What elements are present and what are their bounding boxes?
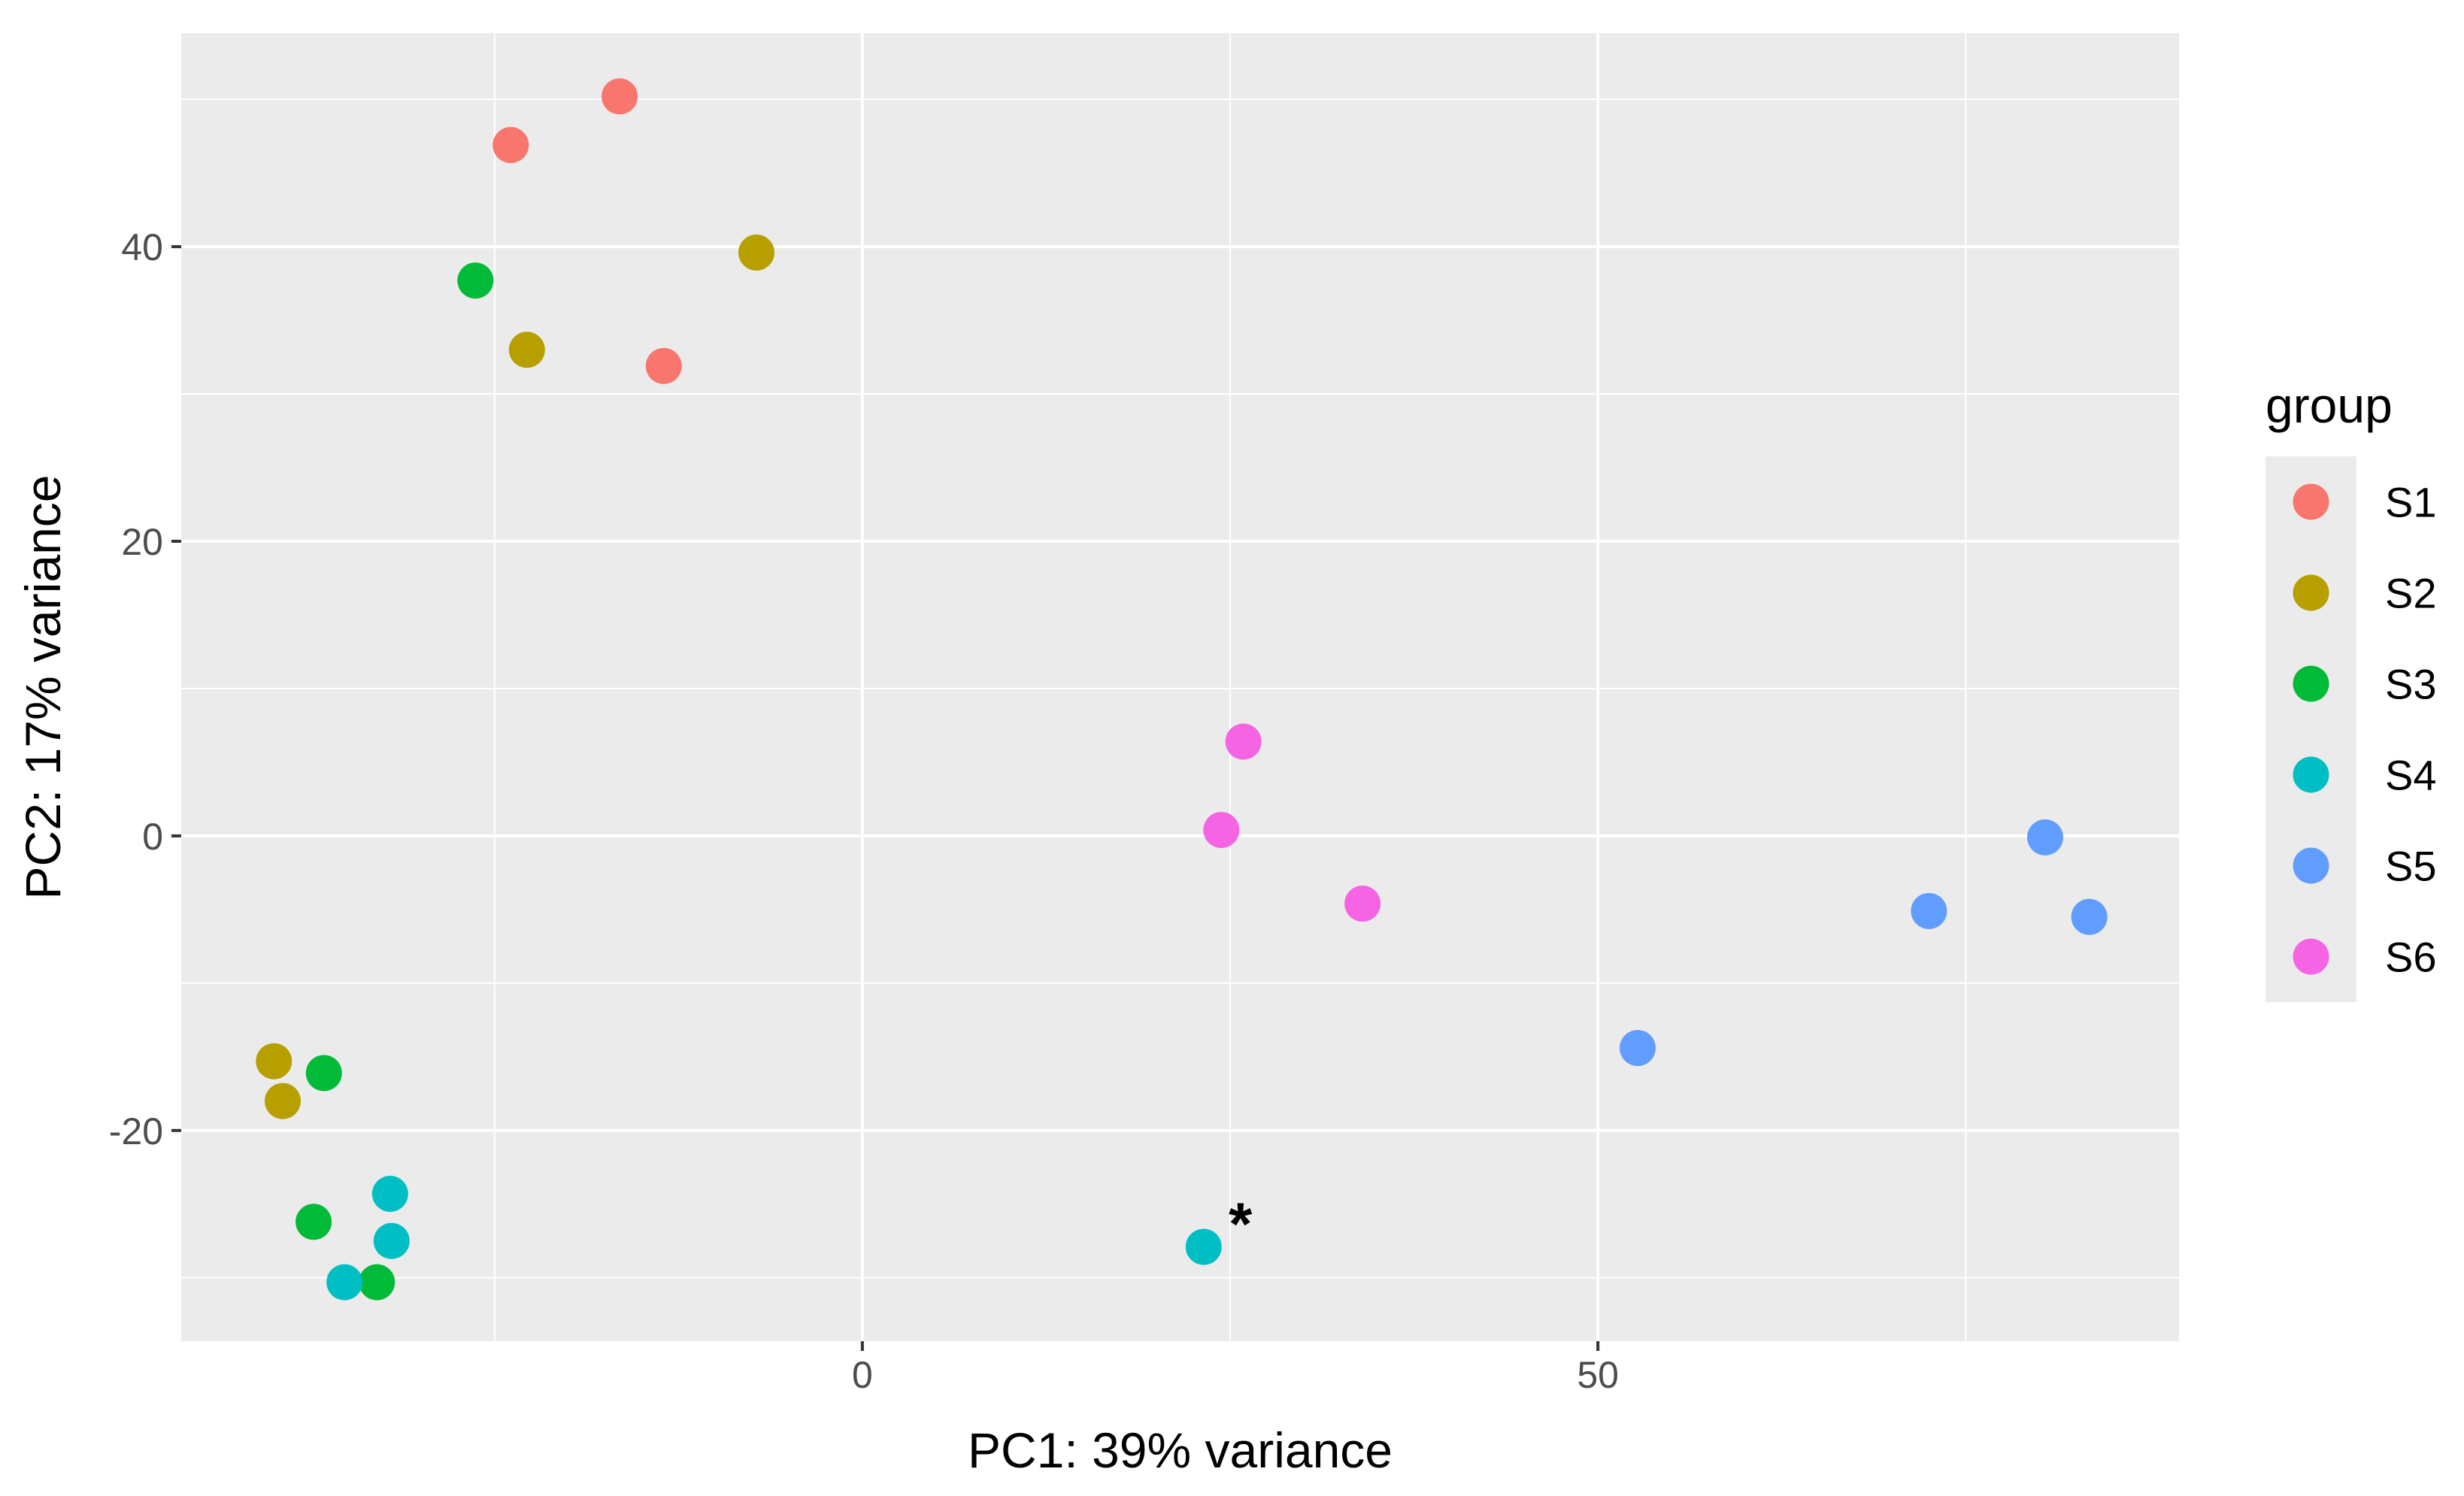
y-tick-label: -20 bbox=[109, 1110, 163, 1152]
legend-key-s2 bbox=[2293, 574, 2329, 611]
data-points bbox=[256, 78, 2108, 1301]
legend-key-s3 bbox=[2293, 665, 2329, 702]
grid-minor-lines bbox=[181, 33, 2179, 1341]
legend-label-s5: S5 bbox=[2385, 843, 2437, 890]
legend-label-s3: S3 bbox=[2385, 661, 2437, 708]
data-point-s2 bbox=[265, 1083, 302, 1119]
data-point-s5 bbox=[2071, 898, 2108, 935]
legend-key-s5 bbox=[2293, 847, 2329, 884]
x-tick-label: 0 bbox=[852, 1354, 873, 1396]
data-point-s4 bbox=[373, 1222, 410, 1259]
grid-major-lines bbox=[181, 33, 2179, 1341]
x-tick-label: 50 bbox=[1577, 1354, 1619, 1396]
data-point-s1 bbox=[492, 126, 529, 163]
data-point-s3 bbox=[457, 262, 494, 299]
legend-key-s1 bbox=[2293, 483, 2329, 520]
data-point-s5 bbox=[2026, 819, 2063, 856]
data-point-s5 bbox=[1619, 1030, 1656, 1067]
data-point-s6 bbox=[1344, 886, 1381, 922]
legend-title: group bbox=[2265, 377, 2393, 433]
legend-key-background bbox=[2265, 456, 2356, 1002]
data-point-s4 bbox=[326, 1264, 363, 1301]
legend-label-s2: S2 bbox=[2385, 570, 2437, 617]
data-point-s3 bbox=[295, 1204, 332, 1240]
y-tick-label: 40 bbox=[121, 226, 163, 268]
y-axis-title: PC2: 17% variance bbox=[15, 475, 71, 900]
x-axis-title: PC1: 39% variance bbox=[968, 1422, 1393, 1478]
data-point-s1 bbox=[602, 78, 638, 115]
legend-label-s4: S4 bbox=[2385, 752, 2437, 799]
plot-panel bbox=[181, 33, 2179, 1341]
data-point-s5 bbox=[1911, 892, 1947, 929]
data-point-s4 bbox=[1185, 1228, 1222, 1265]
data-point-s2 bbox=[508, 332, 545, 368]
annotation-marker: * bbox=[1229, 1190, 1253, 1257]
data-point-s3 bbox=[305, 1055, 342, 1092]
legend-label-s1: S1 bbox=[2385, 479, 2437, 526]
axis-ticks: 0 50 -20 0 20 40 bbox=[109, 226, 1619, 1396]
data-point-s2 bbox=[256, 1043, 292, 1080]
data-point-s1 bbox=[645, 347, 682, 384]
legend: group S1 S2 S3 S4 S5 S6 bbox=[2265, 377, 2437, 1002]
y-tick-label: 0 bbox=[142, 816, 163, 858]
data-point-s3 bbox=[359, 1264, 396, 1301]
data-point-s4 bbox=[371, 1176, 408, 1213]
y-tick-label: 20 bbox=[121, 521, 163, 563]
legend-key-s6 bbox=[2293, 938, 2329, 975]
data-point-s2 bbox=[738, 234, 775, 271]
legend-key-s4 bbox=[2293, 756, 2329, 793]
legend-label-s6: S6 bbox=[2385, 934, 2437, 981]
data-point-s6 bbox=[1225, 723, 1262, 760]
data-point-s6 bbox=[1203, 812, 1240, 849]
annotations: * bbox=[1229, 1190, 1253, 1257]
